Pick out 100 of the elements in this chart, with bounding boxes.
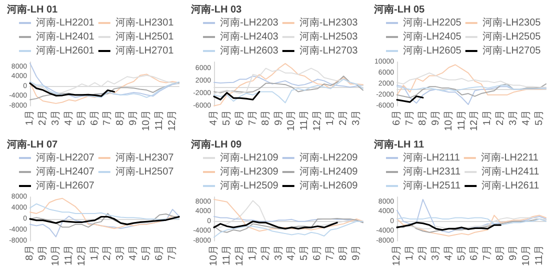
legend-label: 河南-LH2109 [220, 152, 278, 164]
legend-label: 河南-LH2611 [482, 180, 540, 192]
x-tick-label: 10月 [521, 244, 532, 266]
x-tick-label: 8月 [24, 244, 36, 260]
x-tick-label: 9月 [508, 244, 520, 260]
chart-title: 河南-LH 09 [190, 138, 242, 150]
x-tick-label: 11月 [63, 244, 74, 266]
legend-label: 河南-LH2507 [115, 166, 174, 178]
legend-label: 河南-LH2609 [298, 180, 358, 192]
legend-label: 河南-LH2407 [36, 166, 95, 178]
legend-label: 河南-LH2703 [298, 44, 358, 56]
x-tick-label: 5月 [220, 110, 232, 126]
chart-title: 河南-LH 05 [373, 4, 425, 16]
x-tick-label: 8月 [260, 110, 271, 126]
x-tick-label: 6月 [469, 244, 480, 260]
x-tick-label: 7月 [102, 110, 114, 126]
x-tick-label: 10月 [286, 110, 297, 131]
x-tick-label: 2月 [417, 244, 428, 260]
x-tick-label: 11月 [154, 110, 166, 130]
x-tick-label: 3月 [115, 244, 126, 260]
x-tick-label: 10月 [208, 244, 219, 266]
x-tick-label: 6月 [89, 110, 100, 126]
x-tick-label: 9月 [37, 244, 48, 260]
legend-label: 河南-LH2607 [36, 180, 95, 192]
legend-label: 河南-LH2207 [36, 152, 95, 164]
x-tick-label: 6月 [392, 110, 402, 126]
legend-label: 河南-LH2705 [482, 44, 542, 56]
legend-label: 河南-LH2401 [36, 30, 95, 42]
x-tick-label: 11月 [534, 244, 546, 266]
x-tick-label: 12月 [312, 110, 323, 131]
x-tick-label: 2月 [495, 110, 506, 126]
x-tick-label: 2月 [338, 110, 349, 126]
chart-title: 河南-LH 03 [190, 4, 242, 16]
legend-label: 河南-LH2301 [115, 16, 174, 28]
x-tick-label: 5月 [534, 110, 546, 126]
chart-title: 河南-LH 01 [6, 4, 58, 16]
legend-label: 河南-LH2305 [482, 16, 542, 28]
x-tick-label: 7月 [246, 110, 258, 126]
x-tick-label: 7月 [482, 244, 494, 260]
legend-label: 河南-LH2605 [403, 44, 462, 56]
x-tick-label: 1月 [482, 110, 494, 126]
x-tick-label: 12月 [76, 244, 88, 266]
x-tick-label: 2月 [102, 244, 114, 260]
legend-label: 河南-LH2201 [36, 16, 95, 28]
legend-label: 河南-LH2503 [298, 30, 358, 42]
x-tick-label: 1月 [246, 244, 258, 260]
x-tick-label: 8月 [417, 110, 428, 126]
x-tick-label: 5月 [76, 110, 88, 126]
x-tick-label: 2月 [37, 110, 48, 126]
legend-label: 河南-LH2203 [220, 16, 278, 28]
x-tick-label: 11月 [456, 110, 468, 130]
x-tick-label: 7月 [167, 244, 178, 260]
x-tick-label: 8月 [495, 244, 506, 260]
legend-label: 河南-LH2505 [482, 30, 542, 42]
legend-label: 河南-LH2205 [403, 16, 462, 28]
x-tick-label: 12月 [167, 110, 178, 131]
x-tick-label: 6月 [154, 244, 166, 260]
x-tick-label: 1月 [404, 244, 416, 260]
chart-title: 河南-LH 11 [373, 138, 424, 150]
x-tick-label: 5月 [298, 244, 310, 260]
x-tick-label: 12月 [392, 244, 402, 266]
x-tick-label: 9月 [430, 110, 442, 126]
x-tick-label: 3月 [350, 110, 362, 126]
chart-title: 河南-LH 07 [6, 138, 58, 150]
x-tick-label: 3月 [430, 244, 442, 260]
legend-label: 河南-LH2701 [115, 44, 174, 56]
legend-label: 河南-LH2405 [403, 30, 462, 42]
x-tick-label: 3月 [50, 110, 62, 126]
x-tick-label: 4月 [208, 110, 219, 126]
x-tick-label: 10月 [141, 110, 152, 131]
x-tick-label: 12月 [234, 244, 245, 266]
x-tick-label: 6月 [312, 244, 323, 260]
x-tick-label: 9月 [128, 110, 140, 126]
x-tick-label: 6月 [234, 110, 245, 126]
x-tick-label: 4月 [63, 110, 74, 126]
legend-label: 河南-LH2403 [220, 30, 278, 42]
x-tick-label: 12月 [469, 110, 480, 131]
x-tick-label: 3月 [508, 110, 520, 126]
legend-label: 河南-LH2409 [298, 166, 358, 178]
x-tick-label: 4月 [521, 110, 532, 126]
legend-label: 河南-LH2511 [403, 180, 462, 192]
legend-label: 河南-LH2509 [220, 180, 278, 192]
legend-label: 河南-LH2303 [298, 16, 358, 28]
x-tick-label: 11月 [220, 244, 232, 266]
x-tick-label: 5月 [141, 244, 152, 260]
x-tick-label: 11月 [298, 110, 310, 130]
legend-label: 河南-LH2311 [403, 166, 462, 178]
x-tick-label: 10月 [443, 110, 454, 131]
x-tick-label: 7月 [404, 110, 416, 126]
x-tick-label: 4月 [128, 244, 140, 260]
legend-label: 河南-LH2211 [480, 152, 539, 164]
legend-label: 河南-LH2601 [36, 44, 95, 56]
x-tick-label: 8月 [338, 244, 349, 260]
x-tick-label: 9月 [272, 110, 284, 126]
legend-label: 河南-LH2501 [115, 30, 174, 42]
x-tick-label: 2月 [260, 244, 271, 260]
x-tick-label: 1月 [324, 110, 336, 126]
x-tick-label: 1月 [24, 110, 36, 126]
legend-label: 河南-LH2209 [298, 152, 358, 164]
x-tick-label: 8月 [115, 110, 126, 126]
